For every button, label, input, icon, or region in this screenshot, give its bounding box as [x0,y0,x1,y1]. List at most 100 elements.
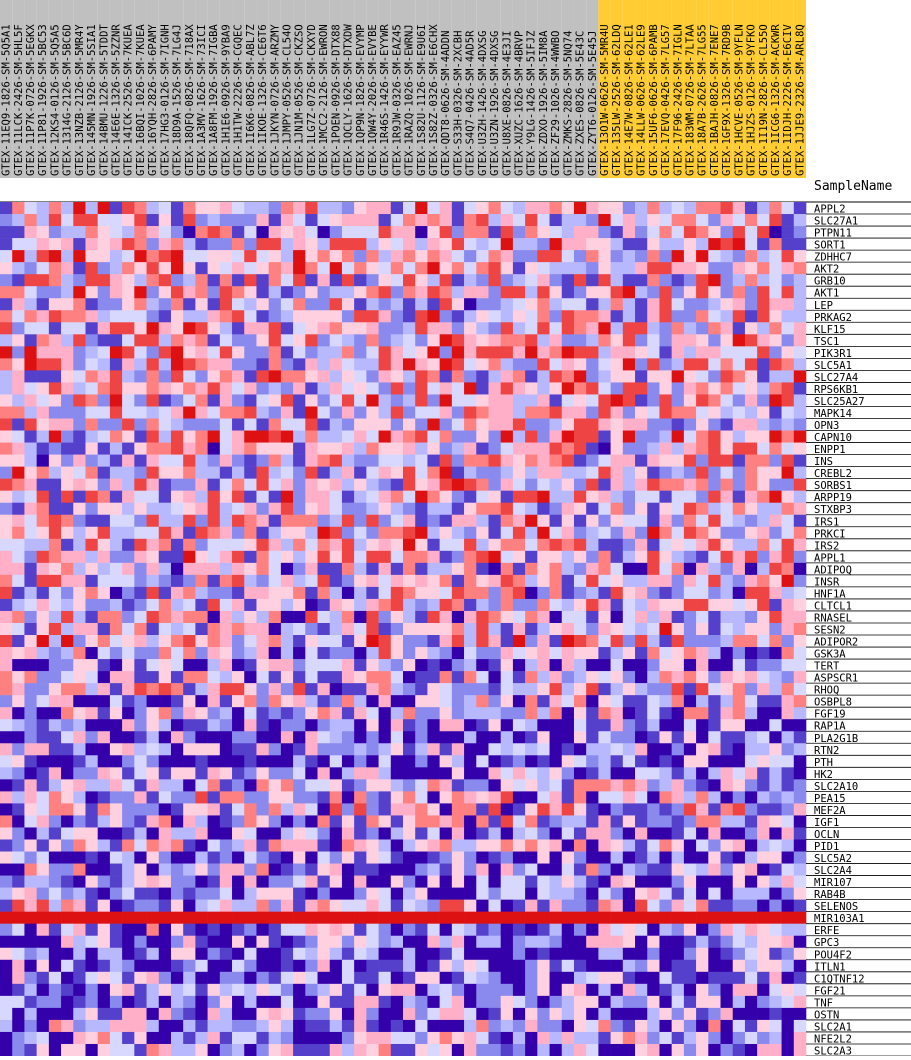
heatmap-cell [48,538,62,552]
heatmap-cell [73,767,86,780]
heatmap-cell [744,743,758,756]
heatmap-cell [97,262,111,275]
heatmap-cell [390,935,404,949]
heatmap-cell [464,478,477,491]
heatmap-cell [183,959,196,973]
heatmap-cell [97,731,111,744]
heatmap-cell [500,370,514,383]
heatmap-cell [451,743,465,756]
heatmap-cell [97,226,111,239]
heatmap-cell [586,755,599,768]
heatmap-cell [170,274,184,287]
heatmap-cell [329,971,343,985]
heatmap-cell [464,947,477,961]
heatmap-cell [109,394,123,407]
gene-label: PIK3R1 [814,348,852,360]
gene-label: PRKAG2 [814,312,852,324]
heatmap-cell [317,262,331,275]
heatmap-cell [451,1019,465,1033]
heatmap-cell [781,334,795,347]
heatmap-cell [158,598,172,612]
heatmap-cell [793,274,807,287]
heatmap-cell [610,346,624,359]
heatmap-cell [146,683,160,696]
heatmap-cell [622,959,636,973]
heatmap-cell [354,430,367,443]
heatmap-cell [232,887,245,900]
heatmap-cell [341,695,355,708]
heatmap-cell [610,370,624,383]
heatmap-cell [635,226,648,239]
heatmap-cell [170,526,184,540]
heatmap-cell [12,514,25,528]
heatmap-cell [97,238,111,251]
heatmap-cell [158,863,172,876]
heatmap-cell [769,767,782,780]
heatmap-cell [354,298,367,311]
heatmap-cell [525,731,538,744]
heatmap-cell [170,358,184,371]
heatmap-cell [610,1007,624,1021]
heatmap-cell [0,887,13,900]
heatmap-cell [341,839,355,852]
heatmap-cell [586,574,599,588]
heatmap-cell [708,274,721,287]
heatmap-cell [329,995,343,1009]
heatmap-cell [732,827,746,840]
heatmap-cell [256,851,269,864]
heatmap-cell [195,839,208,852]
heatmap-cell [158,622,172,636]
heatmap-cell [427,430,440,443]
heatmap-cell [97,526,111,540]
heatmap-cell [476,370,489,383]
heatmap-cell [256,947,269,961]
heatmap-cell [305,610,318,624]
heatmap-cell [366,851,379,864]
heatmap-cell [488,370,501,383]
heatmap-cell [0,875,13,888]
heatmap-cell [24,586,37,600]
heatmap-cell [305,659,318,672]
heatmap-cell [73,1031,86,1045]
sample-label: GTEX-1S82U-1126-SM-E9U6I [416,24,428,176]
heatmap-cell [659,238,672,251]
heatmap-cell [183,202,196,215]
heatmap-cell [256,719,269,732]
sample-header-cell [146,0,159,178]
heatmap-cell [683,418,697,431]
heatmap-cell [464,683,477,696]
heatmap-cell [390,322,404,335]
heatmap-cell [464,743,477,756]
heatmap-cell [671,322,685,335]
heatmap-cell [146,983,160,997]
heatmap-cell [85,755,98,768]
heatmap-cell [573,226,587,239]
heatmap-cell [354,839,367,852]
heatmap-cell [341,622,355,636]
heatmap-cell [769,346,782,359]
heatmap-cell [573,454,587,467]
heatmap-cell [439,995,453,1009]
heatmap-cell [537,971,550,985]
heatmap-cell [537,851,550,864]
heatmap-cell [598,743,611,756]
heatmap-cell [305,971,318,985]
heatmap-cell [427,887,440,900]
heatmap-cell [671,983,685,997]
gene-label: ARPP19 [814,492,852,504]
heatmap-cell [134,839,147,852]
heatmap-cell [427,226,440,239]
heatmap-cell [451,1031,465,1045]
heatmap-cell [36,310,50,323]
heatmap-cell [280,755,294,768]
heatmap-cell [97,490,111,504]
heatmap-cell [24,562,37,576]
heatmap-cell [293,370,306,383]
heatmap-cell [757,851,770,864]
heatmap-cell [305,731,318,744]
heatmap-cell [305,827,318,840]
heatmap-cell [24,226,37,239]
heatmap-cell [537,610,550,624]
heatmap-cell [329,743,343,756]
heatmap-cell [195,683,208,696]
